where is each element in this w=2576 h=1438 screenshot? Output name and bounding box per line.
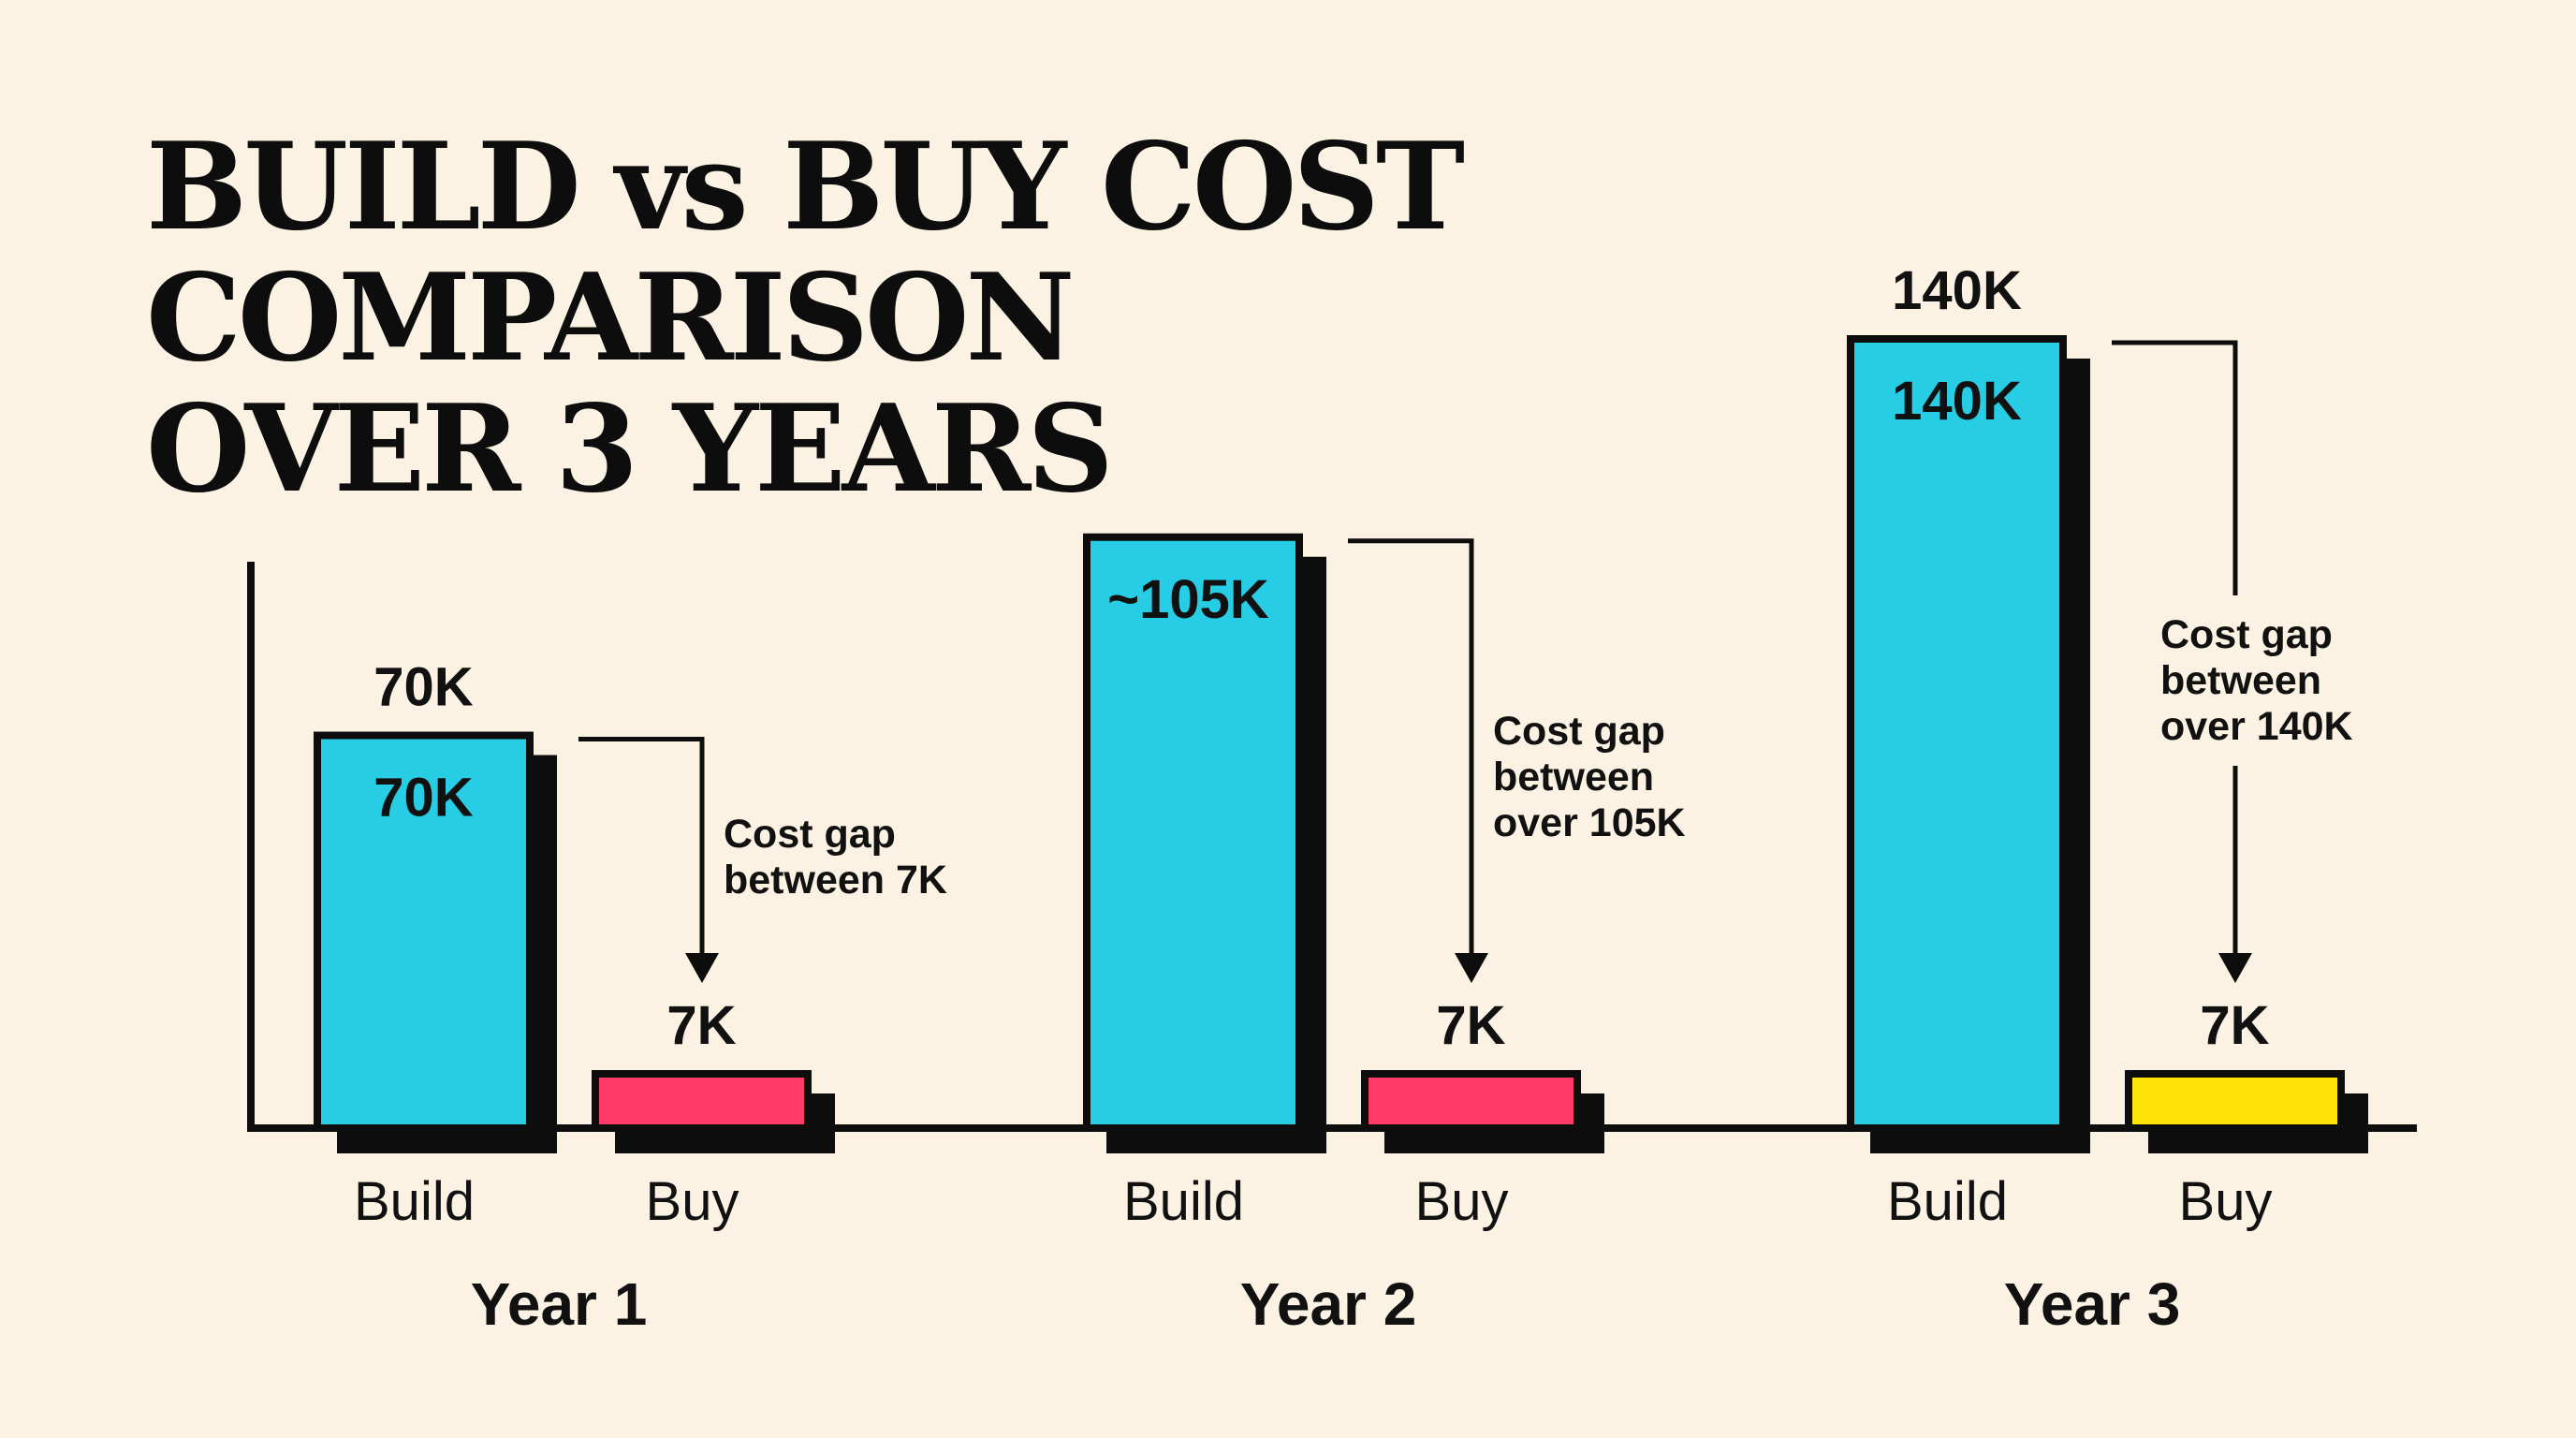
value-label-above: 140K	[1892, 260, 2022, 321]
arrow-down-icon	[2218, 953, 2252, 983]
value-label-inside: ~105K	[1107, 569, 1269, 630]
bar-build	[1847, 335, 2067, 1132]
category-label: Buy	[1415, 1171, 1509, 1232]
group-label: Year 2	[1240, 1270, 1417, 1338]
gap-annotation-text: between 7K	[724, 858, 947, 902]
value-label-above: 7K	[2200, 995, 2269, 1056]
gap-connector-line	[578, 737, 705, 957]
category-label: Build	[1887, 1171, 2008, 1232]
gap-connector-line	[1348, 538, 1474, 957]
group-label: Year 3	[2004, 1270, 2181, 1338]
arrow-down-icon	[685, 953, 719, 983]
bar-build	[1083, 533, 1303, 1132]
gap-annotation-text: over 140K	[2160, 704, 2353, 749]
value-label-above: 7K	[1436, 995, 1505, 1056]
value-label-inside: 70K	[373, 768, 474, 829]
group-label: Year 1	[471, 1270, 648, 1338]
gap-annotation-text: between	[1493, 755, 1654, 800]
bar-buy	[2125, 1070, 2345, 1132]
category-label: Build	[1123, 1171, 1244, 1232]
chart-title: BUILD vs BUY COST COMPARISON OVER 3 YEAR…	[146, 117, 1465, 520]
category-label: Buy	[2179, 1171, 2273, 1232]
title-line-1: BUILD vs BUY COST	[146, 117, 1465, 257]
title-line-2: COMPARISON	[146, 248, 1076, 389]
gap-annotation-text: Cost gap	[2160, 612, 2333, 657]
gap-annotation-text: Cost gap	[1493, 709, 1665, 754]
value-label-inside: 140K	[1892, 371, 2022, 432]
bar-buy	[592, 1070, 812, 1132]
gap-annotation-text: Cost gap	[724, 812, 896, 857]
category-label: Build	[354, 1171, 475, 1232]
bar-buy	[1361, 1070, 1581, 1132]
bar-build	[314, 731, 534, 1132]
gap-connector-line	[2112, 340, 2238, 595]
value-label-above: 7K	[666, 995, 736, 1056]
gap-annotation-text: over 105K	[1493, 800, 1686, 845]
value-label-above: 70K	[373, 657, 474, 718]
arrow-down-icon	[1455, 953, 1488, 983]
gap-annotation-text: between	[2160, 658, 2321, 703]
title-line-3: OVER 3 YEARS	[146, 379, 1114, 520]
category-label: Buy	[646, 1171, 739, 1232]
